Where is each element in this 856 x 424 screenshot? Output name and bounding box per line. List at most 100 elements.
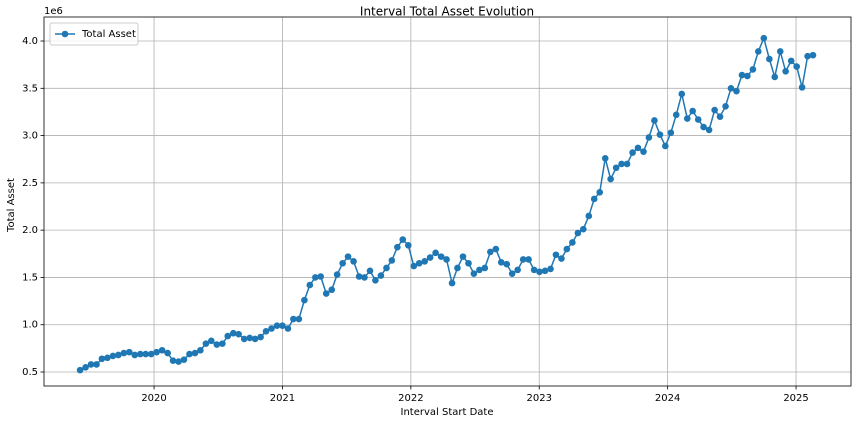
data-point bbox=[798, 84, 806, 91]
data-point bbox=[601, 154, 609, 162]
data-point bbox=[787, 57, 795, 65]
data-point bbox=[656, 131, 664, 138]
data-point bbox=[689, 107, 696, 115]
data-point bbox=[219, 340, 226, 347]
data-point bbox=[235, 330, 242, 338]
data-point bbox=[754, 48, 762, 55]
data-point bbox=[497, 259, 505, 266]
data-point bbox=[350, 258, 357, 265]
data-point bbox=[749, 66, 757, 73]
data-point bbox=[257, 333, 264, 341]
data-point bbox=[465, 259, 472, 267]
data-point bbox=[667, 129, 675, 137]
y-offset-label: 1e6 bbox=[44, 6, 63, 17]
data-point bbox=[372, 276, 379, 284]
data-point bbox=[213, 341, 221, 348]
data-point bbox=[284, 325, 292, 332]
data-point bbox=[443, 256, 450, 263]
chart-title: Interval Total Asset Evolution bbox=[360, 5, 534, 19]
data-point bbox=[415, 259, 423, 267]
data-point bbox=[158, 346, 166, 354]
data-point bbox=[558, 255, 565, 262]
data-point bbox=[804, 52, 811, 60]
data-point bbox=[618, 160, 625, 168]
y-tick-label: 4.0 bbox=[22, 36, 38, 47]
y-tick-label: 3.5 bbox=[22, 83, 38, 94]
data-point bbox=[645, 134, 653, 141]
x-tick-label: 2022 bbox=[398, 393, 423, 404]
data-point bbox=[93, 361, 100, 368]
data-point bbox=[694, 116, 702, 123]
data-point bbox=[662, 142, 669, 150]
data-point bbox=[137, 350, 144, 358]
plot-frame bbox=[43, 16, 852, 387]
x-tick-label: 2020 bbox=[141, 393, 166, 404]
x-tick-label: 2024 bbox=[655, 393, 680, 404]
data-point bbox=[333, 271, 341, 278]
y-tick-label: 2.0 bbox=[22, 225, 38, 236]
y-tick-label: 1.0 bbox=[22, 320, 38, 331]
data-point bbox=[131, 351, 139, 359]
data-point bbox=[536, 268, 543, 276]
data-point bbox=[208, 337, 215, 345]
data-point bbox=[716, 113, 724, 120]
data-point bbox=[115, 351, 122, 359]
data-point bbox=[711, 106, 718, 114]
data-point bbox=[574, 229, 582, 237]
data-point bbox=[514, 266, 521, 274]
data-point bbox=[82, 363, 89, 371]
data-point bbox=[120, 349, 128, 357]
data-point bbox=[246, 334, 253, 342]
data-point bbox=[268, 325, 275, 332]
y-tick-label: 0.5 bbox=[22, 367, 38, 378]
data-point bbox=[312, 274, 319, 281]
data-point bbox=[355, 273, 363, 280]
data-point bbox=[569, 239, 576, 246]
data-point bbox=[426, 254, 434, 261]
data-point bbox=[623, 160, 631, 168]
data-point bbox=[273, 322, 281, 329]
data-point bbox=[766, 55, 773, 63]
data-point bbox=[344, 253, 352, 260]
y-tick-label: 1.5 bbox=[22, 272, 38, 283]
data-point bbox=[596, 189, 604, 196]
data-point bbox=[339, 259, 346, 267]
data-point bbox=[421, 258, 429, 265]
data-point bbox=[530, 266, 538, 274]
data-point bbox=[508, 270, 516, 277]
data-point bbox=[251, 335, 259, 343]
data-point bbox=[240, 335, 248, 343]
data-point bbox=[197, 346, 204, 354]
data-point bbox=[448, 279, 456, 287]
legend-marker bbox=[61, 30, 69, 38]
data-point bbox=[399, 236, 407, 243]
data-point bbox=[809, 51, 817, 59]
data-point bbox=[678, 90, 686, 98]
data-point bbox=[744, 72, 751, 80]
data-point bbox=[142, 350, 149, 358]
y-axis-label: Total Asset bbox=[6, 178, 17, 233]
data-point bbox=[361, 274, 368, 281]
data-point bbox=[541, 267, 549, 275]
data-point bbox=[492, 245, 500, 253]
data-point bbox=[793, 63, 800, 70]
x-tick-label: 2021 bbox=[270, 393, 295, 404]
data-point bbox=[262, 328, 270, 335]
data-point bbox=[394, 243, 401, 251]
data-point bbox=[634, 144, 642, 152]
data-point bbox=[470, 270, 478, 277]
data-point bbox=[776, 48, 784, 55]
data-point bbox=[640, 148, 647, 155]
data-point bbox=[169, 357, 177, 364]
data-point bbox=[432, 249, 439, 257]
data-point bbox=[328, 286, 336, 294]
data-point bbox=[366, 267, 374, 275]
data-point bbox=[175, 358, 182, 365]
data-point bbox=[301, 296, 308, 304]
data-point bbox=[164, 349, 171, 357]
data-point bbox=[410, 262, 418, 270]
data-point bbox=[771, 73, 779, 81]
data-point bbox=[607, 175, 614, 183]
